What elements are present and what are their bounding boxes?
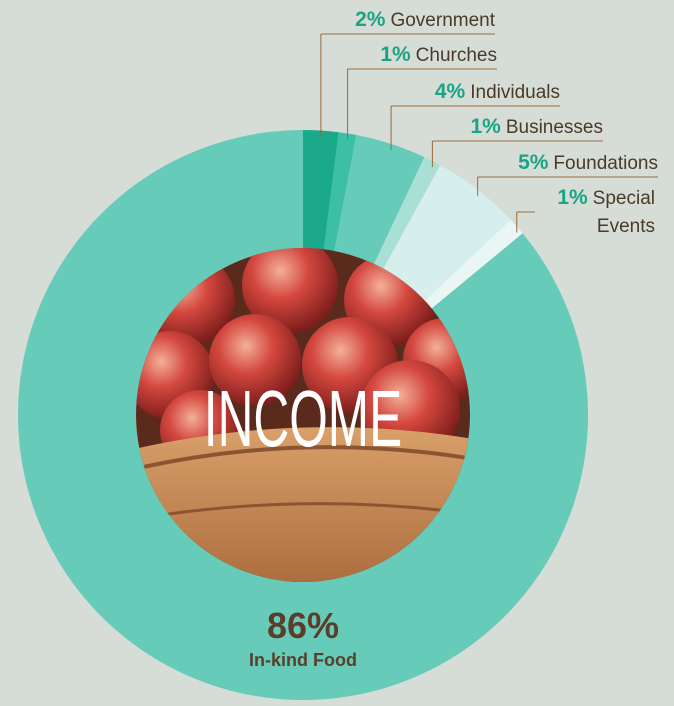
- slice: [323, 132, 357, 251]
- food-label: In-kind Food: [249, 650, 357, 670]
- value-label: 4%: [434, 80, 466, 103]
- value-label: 1%: [557, 186, 588, 209]
- center-title: INCOME: [204, 375, 402, 464]
- slice: [374, 157, 441, 269]
- slice-label: 5% Foundations: [518, 149, 658, 178]
- slice: [17, 130, 588, 700]
- slice: [424, 219, 523, 309]
- category-label: Churches: [415, 45, 497, 66]
- value-label: 1%: [380, 43, 411, 66]
- value-label: 1%: [470, 115, 501, 138]
- slice-label: 1% Businesses: [470, 113, 603, 142]
- slice-label: 4% Individuals: [435, 78, 560, 107]
- slice-label: 2% Government: [355, 6, 495, 35]
- slice-label: 1% Churches: [380, 41, 497, 70]
- slice-label: 1% Special Events: [545, 184, 655, 241]
- category-label: Businesses: [505, 117, 603, 138]
- category-label: Individuals: [470, 82, 560, 103]
- food-value-label: 86%: [266, 605, 340, 646]
- value-label: 5%: [518, 151, 549, 174]
- leaders: [320, 33, 658, 233]
- category-label: Government: [390, 10, 495, 31]
- category-label: Special Events: [592, 188, 655, 237]
- slice: [303, 130, 339, 250]
- category-label: Foundations: [553, 153, 658, 174]
- slice: [334, 135, 425, 264]
- slice: [383, 165, 511, 301]
- donut: [17, 130, 588, 700]
- value-label: 2%: [355, 8, 386, 31]
